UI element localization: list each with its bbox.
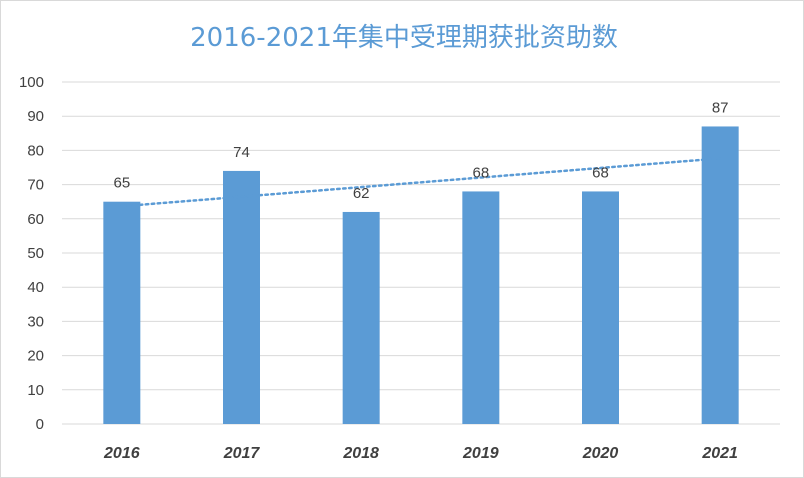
bar-2017 [223,170,260,424]
y-tick-label: 70 [27,177,44,194]
bar-2016 [103,201,141,424]
trendline [120,157,722,208]
x-tick-label: 2016 [103,445,140,462]
y-tick-label: 90 [27,108,44,125]
data-label: 87 [712,99,729,116]
y-tick-label: 40 [27,279,44,296]
y-tick-label: 10 [27,382,44,399]
bar-2018 [342,211,380,424]
x-tick-label: 2017 [223,445,261,462]
y-tick-label: 50 [27,245,44,262]
data-label: 74 [233,144,250,161]
x-tick-label: 2018 [342,445,379,462]
data-label: 68 [592,164,609,181]
x-tick-label: 2021 [701,445,738,462]
chart-title: 2016-2021年集中受理期获批资助数 [190,23,618,53]
y-tick-label: 0 [36,416,44,433]
x-tick-label: 2019 [462,445,499,462]
bar-2021 [701,126,739,425]
data-label: 62 [353,185,370,202]
y-tick-label: 20 [27,348,44,365]
y-tick-label: 30 [27,313,44,330]
x-tick-label: 2020 [582,445,619,462]
bar-2020 [582,191,619,424]
y-tick-label: 80 [27,142,44,159]
bar-2019 [462,191,500,424]
y-tick-label: 60 [27,211,44,228]
data-label: 65 [113,175,130,192]
data-label: 68 [472,164,489,181]
y-tick-label: 100 [19,74,44,91]
